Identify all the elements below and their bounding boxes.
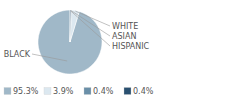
legend-label: 95.3%: [13, 87, 39, 96]
slice: [38, 10, 102, 74]
legend-swatch: [4, 88, 11, 95]
leader-line: [32, 54, 67, 61]
leader-line: [75, 11, 110, 26]
legend-label: 0.4%: [133, 87, 154, 96]
legend-label: 3.9%: [53, 87, 74, 96]
legend: 95.3% 3.9% 0.4% 0.4%: [4, 87, 154, 96]
pie: [38, 10, 102, 74]
slice-label: HISPANIC: [112, 42, 150, 51]
legend-swatch: [124, 88, 131, 95]
leader-line: [71, 11, 110, 36]
legend-swatch: [84, 88, 91, 95]
chart: BLACK WHITEASIANHISPANIC 95.3% 3.9% 0.4% 0.4%: [0, 0, 240, 100]
slice: [70, 10, 72, 42]
slice-label: ASIAN: [112, 32, 136, 41]
legend-swatch: [44, 88, 51, 95]
leader-line: [70, 11, 110, 46]
slice: [70, 10, 72, 42]
slice-label: WHITE: [112, 22, 138, 31]
legend-label: 0.4%: [93, 87, 114, 96]
slice-label: BLACK: [4, 50, 31, 59]
